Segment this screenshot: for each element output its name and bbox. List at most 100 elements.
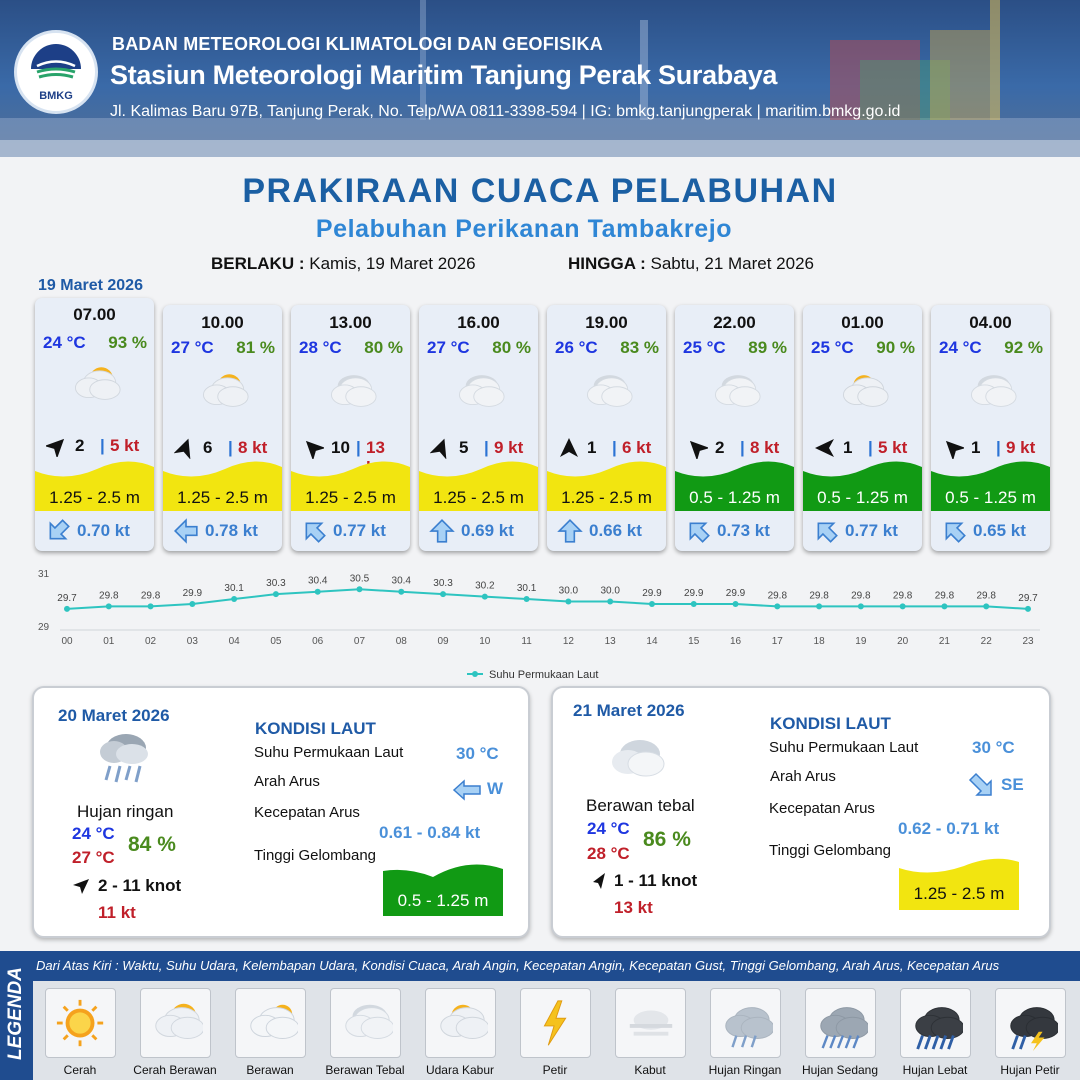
wave-height: 0.5 - 1.25 m — [689, 488, 780, 507]
card-current: 0.78 kt — [171, 516, 275, 544]
wind-direction-icon — [689, 440, 708, 459]
legend-item-label: Hujan Ringan — [708, 1063, 782, 1077]
x-tick-label: 05 — [270, 636, 282, 647]
x-tick-label: 22 — [981, 636, 993, 647]
valid-from-value: Kamis, 19 Maret 2026 — [309, 254, 476, 273]
data-label: 29.8 — [893, 590, 913, 601]
legend-item-label: Udara Kabur — [425, 1063, 495, 1077]
card-humidity: 80 % — [364, 338, 403, 357]
card-time: 04.00 — [969, 313, 1012, 332]
x-tick-label: 13 — [605, 636, 617, 647]
sun-cloud-icon — [155, 1003, 203, 1039]
card-wind: 2 | 5 kt — [43, 434, 147, 457]
card-temperature: 26 °C — [555, 338, 598, 357]
current-southeast-icon — [968, 772, 992, 796]
day3-tmax: 28 °C — [587, 844, 630, 863]
wind-direction-icon — [174, 438, 191, 459]
forecast-card: 04.00 24 °C 92 % 1 | 9 kt 0.5 - 1.25 m 0… — [931, 305, 1050, 551]
data-point — [272, 591, 279, 598]
card-wind: 10 | 13 kt — [299, 436, 403, 477]
day2-panel: 20 Maret 2026 Hujan ringan 24 °C 27 °C 8… — [32, 686, 530, 938]
day2-date: 20 Maret 2026 — [58, 706, 170, 725]
wind-direction-icon — [815, 439, 834, 457]
valid-from-label: BERLAKU : — [211, 254, 305, 273]
y-tick-label: 29 — [38, 622, 50, 633]
forecast-card: 22.00 25 °C 89 % 2 | 8 kt 0.5 - 1.25 m 0… — [675, 305, 794, 551]
card-wind: 1 | 6 kt — [555, 436, 659, 458]
day2-sst: 30 °C — [456, 744, 499, 763]
card-wind: 2 | 8 kt — [683, 436, 787, 459]
x-tick-label: 06 — [312, 636, 324, 647]
card-time: 10.00 — [201, 313, 244, 332]
station-name: Stasiun Meteorologi Maritim Tanjung Pera… — [110, 60, 778, 90]
day2-wind: 2 - 11 knot — [98, 876, 182, 895]
x-tick-label: 14 — [646, 636, 658, 647]
wind-gust: 9 kt — [1006, 438, 1036, 457]
thick-cloud-icon — [971, 375, 1017, 407]
wind-speed: 6 — [203, 438, 213, 457]
card-wind: 5 | 9 kt — [427, 436, 531, 459]
data-label: 30.2 — [475, 581, 495, 592]
forecast-card: 16.00 27 °C 80 % 5 | 9 kt 1.25 - 2.5 m 0… — [419, 305, 538, 551]
data-point — [189, 600, 196, 607]
wave-graphic — [547, 461, 666, 511]
thick-cloud-icon — [459, 375, 505, 407]
current-speed: 0.70 kt — [77, 521, 130, 540]
legend-marker — [472, 671, 478, 677]
card-time: 01.00 — [841, 313, 884, 332]
day2-wave: 0.5 - 1.25 m — [397, 891, 489, 910]
wind-separator: | — [868, 438, 873, 457]
day2-sea-title: KONDISI LAUT — [255, 719, 376, 738]
data-point — [356, 586, 363, 593]
forecast-card: 07.00 24 °C 93 % 2 | 5 kt 1.25 - 2.5 m 0… — [35, 298, 154, 551]
card-humidity: 90 % — [876, 338, 915, 357]
x-tick-label: 10 — [479, 636, 491, 647]
forecast-card: 13.00 28 °C 80 % 10 | 13 kt 1.25 - 2.5 m… — [291, 305, 410, 551]
card-temperature: 24 °C — [939, 338, 982, 357]
forecast-card: 10.00 27 °C 81 % 6 | 8 kt 1.25 - 2.5 m 0… — [163, 305, 282, 551]
day3-speed: 0.62 - 0.71 kt — [898, 819, 1000, 838]
sst-chart: 31 29 29.7 29.8 29.8 29.9 30.1 30.3 30.4 30.5 30.4… — [38, 569, 1040, 681]
current-speed: 0.66 kt — [589, 521, 642, 540]
card-temperature: 24 °C — [43, 333, 86, 352]
logo-text: BMKG — [39, 90, 73, 102]
card-temperature: 28 °C — [299, 338, 342, 357]
current-west-icon — [452, 779, 481, 801]
legend-item-label: Cerah — [63, 1063, 97, 1077]
data-label: 30.3 — [433, 578, 453, 589]
arrow-sw-icon — [49, 519, 70, 540]
x-tick-label: 00 — [61, 636, 73, 647]
data-label: 29.9 — [642, 588, 662, 599]
arrow-n-icon — [557, 519, 583, 543]
current-speed: 0.69 kt — [461, 521, 514, 540]
x-tick-label: 20 — [897, 636, 909, 647]
day2-sst-label: Suhu Permukaan Laut — [254, 744, 404, 761]
thick-cloud-icon — [587, 375, 633, 407]
heavy-rain-icon — [915, 1007, 963, 1050]
wave-height: 1.25 - 2.5 m — [305, 488, 396, 507]
lightning-icon — [543, 1000, 567, 1046]
data-label: 29.8 — [99, 590, 119, 601]
x-tick-label: 11 — [521, 636, 532, 647]
legend-item — [520, 988, 591, 1058]
legend-description: Dari Atas Kiri : Waktu, Suhu Udara, Kele… — [36, 958, 1000, 973]
data-point — [607, 598, 614, 605]
wind-separator: | — [228, 438, 233, 457]
legend-item — [330, 988, 401, 1058]
wave-height: 1.25 - 2.5 m — [177, 488, 268, 507]
x-tick-label: 03 — [187, 636, 199, 647]
valid-from: BERLAKU : Kamis, 19 Maret 2026 — [211, 254, 476, 274]
wind-direction-icon — [46, 438, 65, 457]
wind-separator: | — [996, 438, 1001, 457]
day2-dir-label: Arah Arus — [254, 773, 320, 790]
legend-item-label: Kabut — [634, 1063, 666, 1077]
data-label: 29.8 — [768, 590, 788, 601]
data-point — [64, 605, 70, 612]
legend-item-label: Hujan Lebat — [902, 1063, 968, 1077]
legend-item-label: Berawan Tebal — [325, 1063, 405, 1077]
day2-humidity: 84 % — [128, 833, 176, 856]
data-point — [816, 603, 823, 610]
data-point — [398, 588, 405, 595]
fog-icon — [629, 1010, 673, 1036]
moderate-rain-icon — [820, 1007, 868, 1049]
